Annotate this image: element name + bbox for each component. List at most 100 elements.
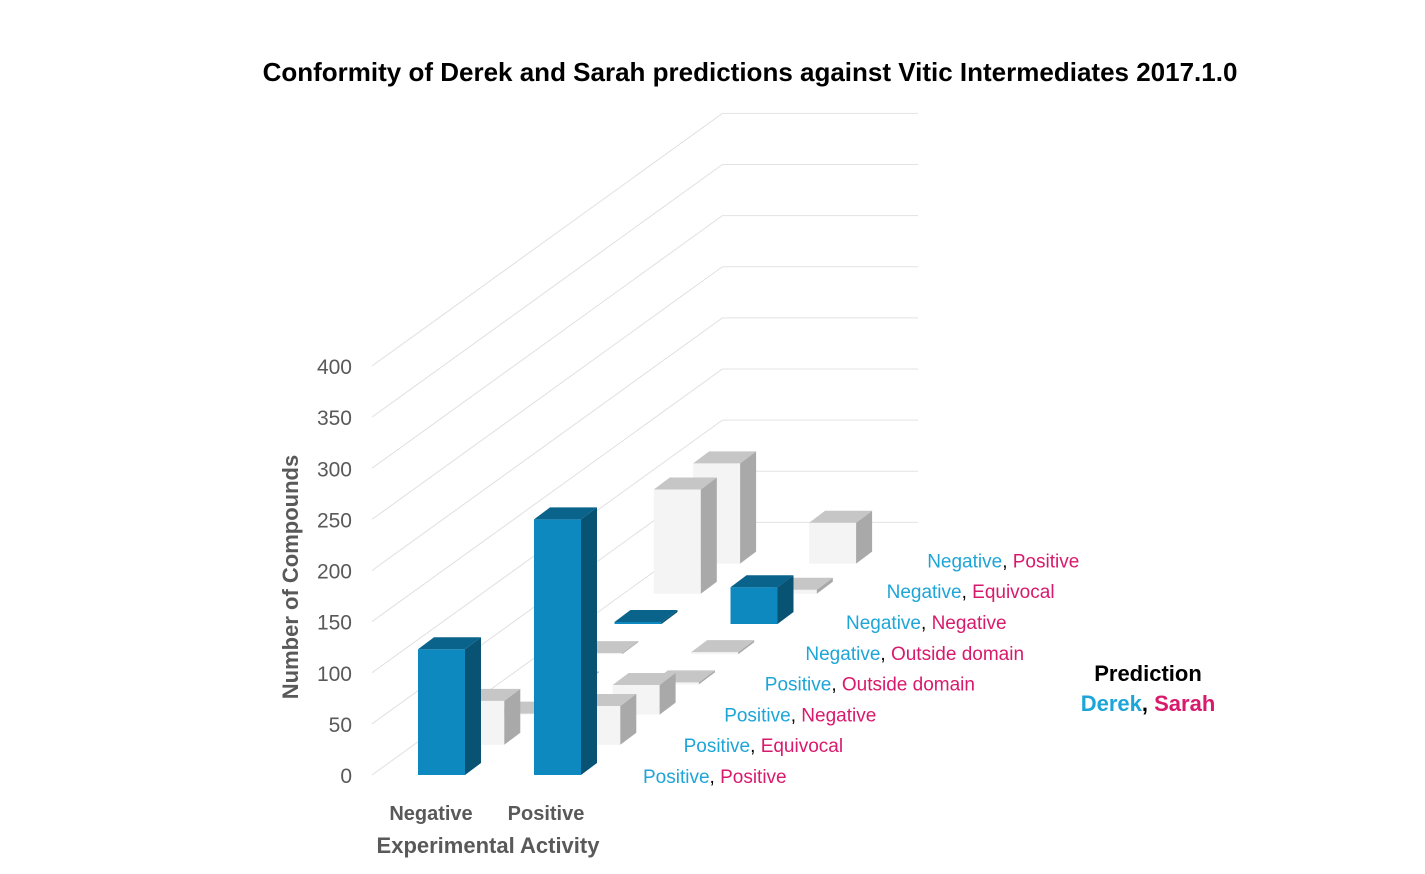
series-label: Negative, Outside domain <box>805 644 1024 665</box>
chart-title: Conformity of Derek and Sarah prediction… <box>262 57 1238 87</box>
bar-side <box>661 609 678 624</box>
series-label-sarah: Positive <box>1013 551 1080 572</box>
y-tick-label: 200 <box>317 561 352 584</box>
bar <box>653 477 717 594</box>
gridline <box>371 215 723 469</box>
bar-top <box>693 451 757 464</box>
series-label-sarah: Equivocal <box>972 582 1054 603</box>
legend-entries: Derek, Sarah <box>1081 691 1216 716</box>
bar-side <box>622 641 639 655</box>
x-tick-label: Negative <box>389 803 472 825</box>
series-label-derek: Negative <box>805 644 880 665</box>
series-label-separator: , <box>1002 551 1013 572</box>
bar-side <box>504 688 521 745</box>
x-axis-title: Experimental Activity <box>377 833 601 858</box>
y-tick-label: 250 <box>317 509 352 532</box>
bar-side <box>698 670 715 685</box>
series-label-sarah: Negative <box>932 613 1007 634</box>
series-label-derek: Positive <box>643 767 710 788</box>
legend: Prediction Derek, Sarah <box>1081 661 1216 716</box>
series-label-sarah: Equivocal <box>761 736 843 757</box>
series-label-derek: Positive <box>765 675 832 696</box>
legend-title: Prediction <box>1094 661 1202 686</box>
series-label-sarah: Negative <box>801 705 876 726</box>
bar-side <box>700 477 717 594</box>
series-label-separator: , <box>710 767 721 788</box>
gridline <box>371 317 723 571</box>
legend-separator: , <box>1142 691 1154 716</box>
bar <box>691 640 755 655</box>
series-label-derek: Positive <box>724 705 791 726</box>
series-label: Negative, Equivocal <box>887 582 1055 603</box>
bar-front <box>418 649 465 775</box>
series-label-derek: Negative <box>927 551 1002 572</box>
bar <box>730 575 794 624</box>
bar-side <box>816 577 833 594</box>
series-label-sarah: Positive <box>720 767 787 788</box>
bar-top <box>614 609 678 622</box>
x-axis-ticks: Negative Positive <box>389 803 584 825</box>
series-label-separator: , <box>921 613 932 634</box>
bar-side <box>465 637 481 775</box>
series-label-derek: Positive <box>684 736 751 757</box>
bar-side <box>740 451 757 564</box>
series-label-separator: , <box>791 705 802 726</box>
y-axis-ticks: 0 50 100 150 200 250 300 350 400 <box>317 356 352 788</box>
y-tick-label: 150 <box>317 612 352 635</box>
y-tick-label: 50 <box>329 714 352 737</box>
bar-top <box>809 510 873 523</box>
y-tick-label: 400 <box>317 356 352 379</box>
y-tick-label: 350 <box>317 407 352 430</box>
series-label: Positive, Negative <box>724 705 876 726</box>
bar-side <box>738 640 755 655</box>
series-label-separator: , <box>750 736 761 757</box>
series-label: Positive, Equivocal <box>684 736 843 757</box>
y-axis-title: Number of Compounds <box>278 455 303 699</box>
bar-side <box>856 510 873 564</box>
bar-top <box>730 575 794 588</box>
bar-top <box>612 672 676 685</box>
x-tick-label: Positive <box>508 803 585 825</box>
gridline <box>371 368 723 623</box>
bar-side <box>620 693 637 745</box>
bar-front <box>730 587 778 624</box>
bar-front <box>614 621 662 624</box>
bar-top <box>418 637 481 650</box>
legend-sarah: Sarah <box>1154 691 1215 716</box>
gridline <box>371 266 723 520</box>
series-label-sarah: Outside domain <box>891 644 1024 665</box>
bar-front <box>653 489 701 594</box>
bar-front <box>534 519 581 775</box>
bar <box>418 637 481 775</box>
y-tick-label: 300 <box>317 458 352 481</box>
bar <box>614 609 678 624</box>
series-label: Negative, Positive <box>927 551 1079 572</box>
y-tick-label: 0 <box>340 765 352 788</box>
bar-side <box>581 507 597 775</box>
bar-top <box>691 640 755 653</box>
bar-top <box>534 507 597 520</box>
bar-front <box>691 652 739 655</box>
series-label-separator: , <box>831 675 842 696</box>
gridline <box>371 112 723 367</box>
bars <box>418 451 873 775</box>
series-label-separator: , <box>880 644 891 665</box>
legend-derek: Derek <box>1081 691 1143 716</box>
series-label: Positive, Positive <box>643 767 787 788</box>
series-label-separator: , <box>962 582 973 603</box>
series-label-derek: Negative <box>887 582 962 603</box>
bar-side <box>659 672 676 715</box>
gridline <box>371 164 723 418</box>
series-label: Negative, Negative <box>846 613 1007 634</box>
series-label-sarah: Outside domain <box>842 675 975 696</box>
series-label-derek: Negative <box>846 613 921 634</box>
bar-front <box>809 522 857 564</box>
bar-front <box>575 653 623 655</box>
bar <box>534 507 597 775</box>
series-label: Positive, Outside domain <box>765 675 975 696</box>
bar-side <box>777 575 794 624</box>
bar <box>809 510 873 564</box>
bar-top <box>653 477 717 490</box>
